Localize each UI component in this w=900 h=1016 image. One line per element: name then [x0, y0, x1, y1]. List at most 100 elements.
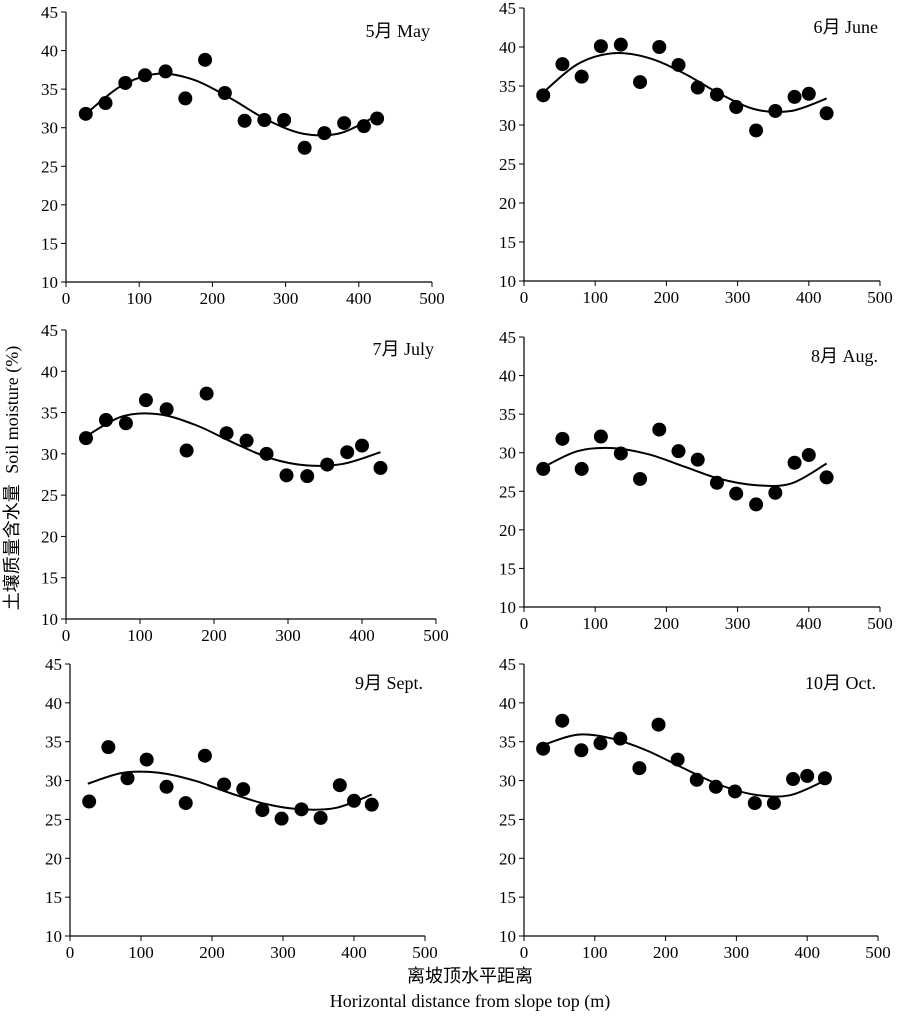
sept-data-point	[364, 797, 379, 812]
may-y-tick-label: 35	[41, 80, 58, 99]
oct-y-tick-label: 10	[499, 927, 516, 946]
oct-data-point	[613, 731, 628, 746]
may-y-tick-label: 45	[41, 3, 58, 22]
aug-y-tick-label: 25	[499, 482, 516, 501]
june-data-point	[593, 39, 608, 54]
may-data-point	[198, 52, 213, 67]
june-data-point	[819, 106, 834, 121]
aug-x-tick-label: 500	[867, 614, 893, 633]
panel-june: 10 15 20 25 30 35 40 45 0 100 200 300 400 500 6月 June	[499, 0, 893, 307]
panel-oct: 10 15 20 25 30 35 40 45 0 100 200 300 400 500 10月 Oct.	[499, 655, 891, 962]
aug-data-point	[690, 452, 705, 467]
aug-y-tick-label: 40	[499, 367, 516, 386]
july-y-tick-label: 20	[41, 527, 58, 546]
aug-data-point	[768, 485, 783, 500]
sept-data-point	[178, 796, 193, 811]
july-data-point	[279, 468, 294, 483]
y-axis-label-en: Soil moisture (%)	[2, 346, 23, 474]
aug-y-tick-label: 30	[499, 444, 516, 463]
aug-panel-title: 8月 Aug.	[811, 346, 878, 366]
x-axis-label-cn: 离坡顶水平距离	[407, 966, 533, 986]
sept-y-tick-label: 10	[45, 927, 62, 946]
sept-y-tick-label: 35	[45, 733, 62, 752]
sept-y-tick-label: 25	[45, 810, 62, 829]
june-panel-title: 6月 June	[814, 17, 879, 37]
oct-data-point	[800, 768, 815, 783]
aug-x-tick-label: 100	[582, 614, 608, 633]
june-y-tick-label: 45	[499, 0, 516, 18]
may-data-point	[158, 64, 173, 79]
june-y-tick-label: 10	[499, 272, 516, 291]
july-data-point	[138, 393, 153, 408]
aug-data-point	[801, 448, 816, 463]
july-panel-title: 7月 July	[372, 339, 434, 359]
june-x-tick-label: 500	[867, 288, 893, 307]
may-data-point	[237, 113, 252, 128]
oct-data-point	[574, 743, 589, 758]
may-x-tick-label: 200	[200, 289, 226, 308]
oct-x-tick-label: 300	[724, 943, 750, 962]
june-y-tick-label: 20	[499, 194, 516, 213]
june-data-point	[671, 57, 686, 72]
may-y-tick-label: 20	[41, 196, 58, 215]
july-x-tick-label: 300	[275, 626, 301, 645]
oct-panel-title: 10月 Oct.	[805, 673, 876, 693]
sept-data-point	[347, 793, 361, 808]
panel-may: 10 15 20 25 30 35 40 45 0 100 200 300 400 500 5月 May	[41, 3, 445, 308]
y-axis-label: 土壤质量含水量 Soil moisture (%)	[2, 346, 23, 611]
may-data-point	[178, 91, 193, 106]
june-data-point	[652, 40, 667, 54]
june-data-point	[787, 89, 802, 104]
sept-y-tick-label: 15	[45, 888, 62, 907]
june-data-point	[801, 86, 816, 101]
june-x-tick-label: 0	[520, 288, 529, 307]
july-data-point	[98, 413, 113, 428]
aug-x-tick-label: 200	[654, 614, 680, 633]
may-x-tick-label: 400	[346, 289, 372, 308]
july-data-point	[159, 402, 174, 417]
aug-data-point	[709, 475, 724, 490]
june-x-tick-label: 200	[654, 288, 680, 307]
aug-y-tick-label: 10	[499, 598, 516, 617]
july-x-tick-label: 0	[62, 626, 71, 645]
july-x-tick-label: 100	[127, 626, 153, 645]
july-data-point	[320, 457, 335, 472]
july-data-point	[179, 443, 194, 458]
oct-data-point	[786, 772, 801, 787]
july-data-point	[355, 438, 369, 453]
may-data-point	[317, 126, 332, 141]
sept-data-point	[332, 778, 347, 793]
panel-july: 10 15 20 25 30 35 40 45 0 100 200 300 400 500 7月 July	[41, 321, 449, 645]
july-data-point	[239, 433, 254, 448]
june-x-tick-label: 100	[582, 288, 608, 307]
sept-data-point	[313, 810, 328, 825]
oct-trend-line	[541, 733, 826, 798]
july-y-tick-label: 25	[41, 486, 58, 505]
sept-data-point	[120, 771, 135, 786]
oct-data-point	[747, 796, 762, 811]
oct-y-tick-label: 40	[499, 694, 516, 713]
may-data-point	[98, 96, 113, 111]
sept-data-point	[159, 779, 174, 794]
aug-data-point	[555, 431, 570, 446]
sept-data-point	[274, 811, 289, 826]
sept-x-tick-label: 200	[199, 943, 225, 962]
aug-data-point	[633, 471, 648, 486]
july-data-point	[199, 386, 214, 401]
panel-sept: 10 15 20 25 30 35 40 45 0 100 200 300 400 500 9月 Sept.	[45, 655, 438, 962]
may-data-point	[356, 119, 371, 134]
aug-x-tick-label: 300	[725, 614, 751, 633]
oct-data-point	[708, 779, 723, 794]
aug-data-point	[593, 429, 608, 444]
sept-x-tick-label: 0	[66, 943, 75, 962]
may-data-point	[138, 68, 153, 83]
july-data-point	[340, 445, 355, 460]
aug-data-point	[652, 422, 667, 437]
july-x-tick-label: 400	[349, 626, 375, 645]
panel-aug: 10 15 20 25 30 35 40 45 0 100 200 300 400 500 8月 Aug.	[499, 328, 893, 633]
sept-data-point	[197, 748, 212, 763]
aug-x-tick-label: 400	[796, 614, 822, 633]
may-y-tick-label: 10	[41, 273, 58, 292]
sept-trend-line	[87, 770, 373, 811]
june-y-tick-label: 40	[499, 38, 516, 57]
